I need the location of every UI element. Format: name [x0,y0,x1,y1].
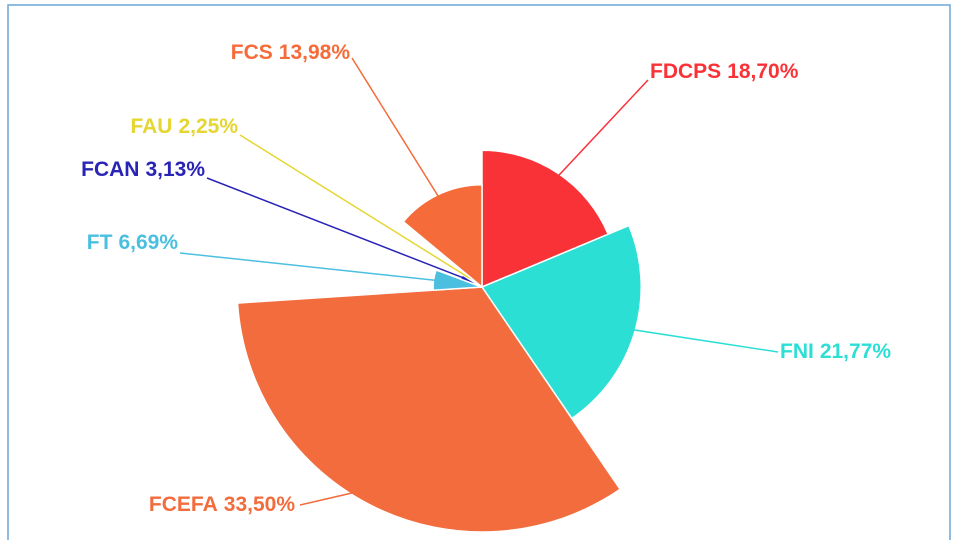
slice-label: FNI 21,77% [780,340,891,363]
slice-label-value: 18,70% [727,60,799,83]
slice-label-name: FCS [231,41,273,64]
slice-label: FCAN 3,13% [81,158,205,181]
slice [236,286,622,533]
slice-label-value: 21,77% [820,340,892,363]
slice-label-value: 13,98% [279,41,351,64]
slice [481,149,610,289]
slice-label: FT 6,69% [87,231,179,254]
leader-line [206,177,464,279]
leader-line [549,79,649,186]
leader-line [351,57,444,205]
slice-label-value: 33,50% [224,493,296,516]
slice-label-name: FAU [130,115,172,138]
leader-line [239,134,471,280]
slice [402,184,483,289]
slice-label: FCS 13,98% [231,41,351,64]
leader-line [299,484,386,506]
slice-label-value: 2,25% [178,115,238,138]
slice-label-name: FDCPS [650,60,721,83]
slice-label-name: FNI [780,340,814,363]
slice-label: FAU 2,25% [130,115,238,138]
slice-label-name: FCAN [81,158,139,181]
leader-line [179,252,439,282]
slice-label-name: FT [87,231,113,254]
slice-label: FCEFA 33,50% [149,493,295,516]
slice [480,224,642,420]
frame [7,4,951,540]
slice-label-name: FCEFA [149,493,218,516]
slice-label-value: 6,69% [118,231,178,254]
slice-label: FDCPS 18,70% [650,60,799,83]
slice-label-value: 3,13% [145,158,205,181]
leader-line [619,326,779,353]
